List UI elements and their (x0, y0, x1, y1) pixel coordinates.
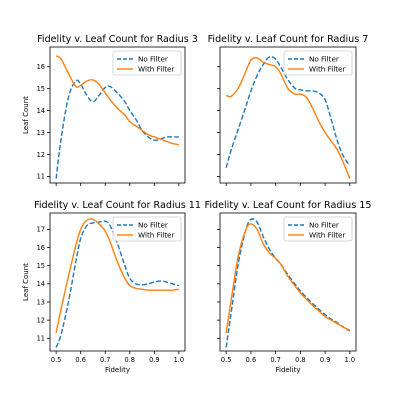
y-tick-label: 16 (37, 63, 45, 71)
subplot-3: Fidelity v. Leaf Count for Radius 11 11 12… (22, 200, 201, 374)
subplot-title: Fidelity v. Leaf Count for Radius 11 (34, 200, 201, 211)
subplot-title: Fidelity v. Leaf Count for Radius 3 (37, 34, 198, 45)
subplot-1: Fidelity v. Leaf Count for Radius 3 11 12 1… (22, 34, 198, 186)
x-tick-label: 1.0 (174, 356, 185, 364)
x-tick-label: 0.7 (270, 356, 281, 364)
y-tick-label: 14 (37, 280, 45, 288)
legend-label: With Filter (309, 231, 345, 240)
x-tick-label: 0.6 (75, 356, 86, 364)
subplot-4: Fidelity v. Leaf Count for Radius 15 0.5 0… (205, 200, 372, 374)
series-line-no-filter (55, 79, 179, 179)
y-tick-label: 13 (37, 298, 45, 306)
x-tick-label: 0.7 (100, 356, 111, 364)
series-line-no-filter (225, 218, 351, 348)
y-tick-label: 11 (37, 335, 45, 343)
series-line-with-filter (225, 57, 351, 179)
x-tick-label: 0.6 (246, 356, 257, 364)
subplot-title: Fidelity v. Leaf Count for Radius 7 (208, 34, 369, 45)
axes-frame (49, 212, 186, 352)
legend-label: With Filter (309, 65, 345, 74)
x-tick-label: 0.9 (320, 356, 331, 364)
subplot-title: Fidelity v. Leaf Count for Radius 15 (205, 200, 372, 211)
axes-frame (49, 46, 186, 184)
series-line-no-filter (55, 220, 180, 348)
x-tick-label: 0.9 (149, 356, 160, 364)
y-axis-label: Leaf Count (22, 263, 30, 301)
x-axis-label: Fidelity (105, 366, 130, 374)
legend-label: No Filter (138, 55, 168, 64)
x-axis-label: Fidelity (276, 366, 301, 374)
series-line-with-filter (225, 223, 351, 333)
legend-label: With Filter (138, 231, 174, 240)
series-line-with-filter (55, 55, 179, 146)
legend-label: No Filter (309, 55, 339, 64)
x-tick-label: 0.8 (295, 356, 306, 364)
y-tick-label: 15 (37, 85, 45, 93)
y-tick-label: 14 (37, 107, 45, 115)
x-tick-label: 0.8 (125, 356, 136, 364)
y-tick-label: 11 (37, 173, 45, 181)
legend-label: No Filter (309, 221, 339, 230)
x-tick-label: 0.5 (51, 356, 62, 364)
subplot-2: Fidelity v. Leaf Count for Radius 7 No Fi… (208, 34, 369, 186)
y-tick-label: 12 (37, 151, 45, 159)
y-axis-label: Leaf Count (22, 96, 30, 134)
x-tick-label: 1.0 (345, 356, 356, 364)
series-line-no-filter (225, 55, 351, 168)
legend-label: With Filter (138, 65, 174, 74)
y-tick-label: 16 (37, 244, 45, 252)
series-line-with-filter (55, 218, 179, 333)
y-tick-label: 12 (37, 316, 45, 324)
x-tick-label: 0.5 (221, 356, 232, 364)
y-tick-label: 15 (37, 262, 45, 270)
axes-frame (219, 212, 357, 352)
legend-label: No Filter (138, 221, 168, 230)
y-tick-label: 13 (37, 129, 45, 137)
y-tick-label: 17 (37, 226, 45, 234)
axes-frame (219, 46, 357, 184)
